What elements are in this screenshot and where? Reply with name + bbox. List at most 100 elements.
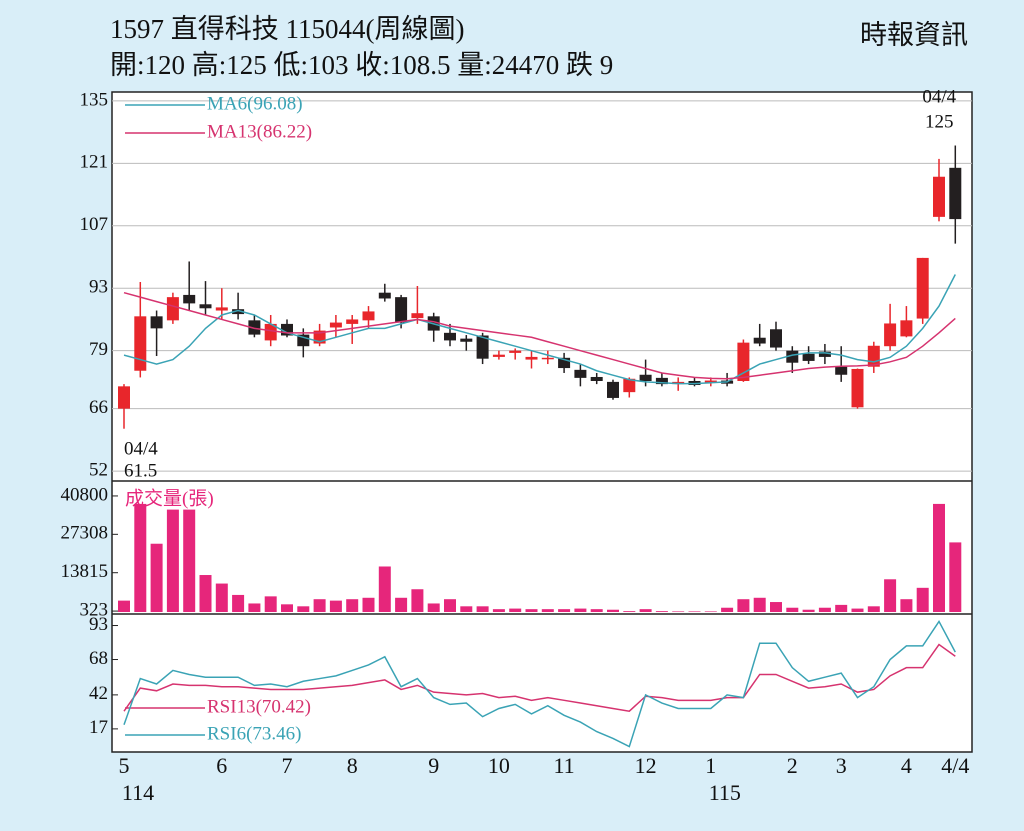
volume-bar [150,543,163,612]
volume-bar [427,603,440,612]
x-tick-label: 8 [347,753,358,778]
candle-body [395,297,408,323]
x-tick-label: 3 [836,753,847,778]
candle-body [460,338,473,342]
y-tick-label: 52 [89,459,108,480]
y-tick-label: 68 [89,648,108,669]
high-date: 04/4 [922,86,956,107]
candle-body [329,322,342,328]
y-tick-label: 93 [89,614,108,635]
y-tick-label: 93 [89,277,108,298]
volume-bar [835,604,848,612]
candle-body [607,381,619,398]
rsi-line [123,643,956,713]
candle-body [753,337,766,344]
y-tick-label: 79 [89,339,108,360]
volume-bar [737,599,750,612]
legend-label: MA6(96.08) [207,93,303,114]
y-tick-label: 66 [89,397,108,418]
candle-body [476,335,489,359]
volume-bar [232,594,245,612]
candle-body [949,167,962,220]
candle-body [444,332,456,341]
candle-body [199,304,212,309]
y-tick-label: 121 [80,152,109,173]
candle-body [118,386,130,409]
candle-body [248,320,261,335]
high-value: 125 [925,111,954,132]
y-tick-label: 27308 [61,523,109,544]
candle-body [655,377,668,385]
candle-body [802,353,815,361]
candle-body [639,374,652,381]
candle-body [786,350,799,363]
volume-bar [574,608,587,612]
candle-body [150,316,163,329]
volume-bar [884,579,897,612]
volume-bar [166,509,179,612]
volume-bar [395,597,408,612]
x-tick-label: 4 [901,753,912,778]
candle-body [264,323,277,341]
volume-bar [802,609,815,612]
volume-bar [281,604,293,612]
volume-bar [378,566,391,612]
candle-body [281,323,293,336]
volume-bar [248,603,261,612]
volume-bar [134,503,147,612]
volume-bar [851,608,864,612]
x-tick-label: 4/4 [941,753,969,778]
volume-bar [949,542,962,612]
y-tick-label: 323 [80,599,109,620]
volume-bar [492,609,505,612]
candle-body [916,257,929,319]
volume-bar [688,611,701,612]
volume-bar [786,607,799,612]
candle-body [558,357,571,369]
year-label: 114 [122,780,154,805]
candle-body [770,329,782,348]
source: 時報資訊 [860,20,968,50]
x-tick-label: 2 [787,753,798,778]
ma-line [123,291,956,380]
candle-body [623,378,636,393]
volume-bar [623,611,636,612]
volume-bar [721,607,734,612]
volume-bar [916,587,929,612]
chart-subtitle: 開:120 高:125 低:103 收:108.5 量:24470 跌 9 [110,50,613,80]
volume-bar [313,599,326,612]
candle-body [525,356,538,360]
y-tick-label: 107 [80,214,109,235]
volume-bar [215,583,228,612]
volume-bar [753,597,766,612]
y-tick-label: 135 [80,89,109,110]
candle-body [346,319,359,324]
volume-bar [933,503,945,612]
volume-bar [590,609,603,612]
x-tick-label: 9 [428,753,439,778]
x-tick-label: 6 [216,753,227,778]
plot-area [111,91,973,753]
y-tick-label: 13815 [61,561,109,582]
candle-body [818,351,831,357]
candle-body [297,334,310,347]
candle-body [933,176,945,217]
candle-body [232,309,245,315]
candle-body [590,376,603,381]
volume-bar [509,608,522,612]
volume-bar [655,611,668,612]
candle-body [835,366,848,375]
x-tick-label: 12 [635,753,657,778]
year-label: 115 [709,780,741,805]
x-tick-label: 1 [705,753,716,778]
low-date: 04/4 [124,438,158,459]
candle-body [574,369,587,378]
x-tick-label: 11 [554,753,575,778]
candle-body [215,307,228,311]
volume-bar [346,599,359,612]
candle-body [541,357,554,360]
candle-body [378,292,391,299]
volume-bar [704,611,717,612]
legend-label: RSI13(70.42) [207,696,311,717]
